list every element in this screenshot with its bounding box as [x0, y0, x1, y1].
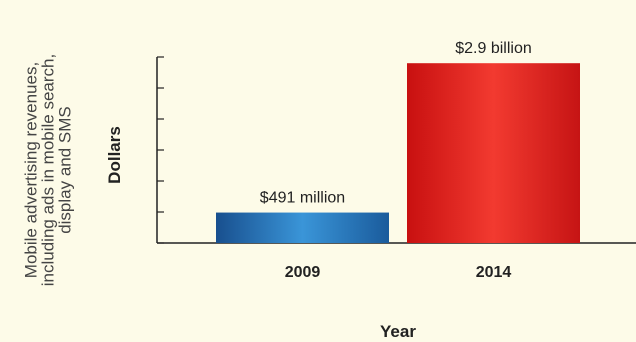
x-tick-label-2009: 2009: [285, 264, 321, 281]
x-tick-label-2014: 2014: [476, 264, 512, 281]
bar-2014: [407, 63, 580, 244]
bar-2009: [216, 212, 389, 243]
data-label-2014: $2.9 billion: [455, 40, 532, 57]
x-axis-label: Year: [380, 322, 416, 341]
data-label-2009: $491 million: [260, 190, 345, 207]
